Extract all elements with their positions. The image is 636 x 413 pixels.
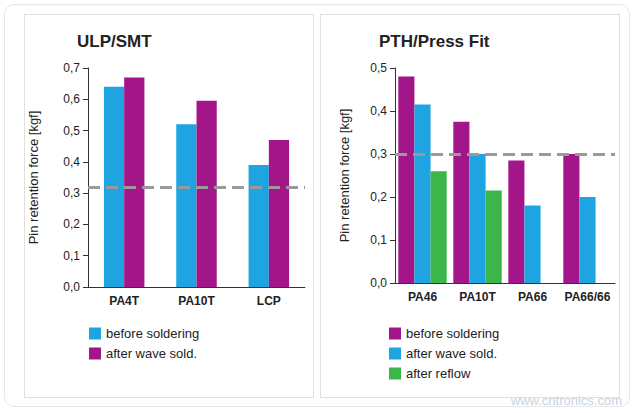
svg-text:www.cntronics.com: www.cntronics.com [510,393,622,408]
svg-text:PA10T: PA10T [459,290,496,304]
svg-text:0,4: 0,4 [63,155,80,169]
svg-text:after wave sold.: after wave sold. [406,346,497,361]
svg-text:0,6: 0,6 [63,92,80,106]
svg-text:0,1: 0,1 [63,249,80,263]
svg-text:PA46: PA46 [408,290,437,304]
svg-text:Pin retention force [kgf]: Pin retention force [kgf] [337,109,352,243]
svg-text:PA66/66: PA66/66 [565,290,611,304]
svg-text:0,2: 0,2 [370,190,387,204]
svg-text:before soldering: before soldering [106,326,199,341]
svg-text:after wave sold.: after wave sold. [106,346,197,361]
svg-text:0,0: 0,0 [370,276,387,290]
svg-text:0,7: 0,7 [63,61,80,75]
svg-text:0,4: 0,4 [370,104,387,118]
svg-text:LCP: LCP [257,294,281,308]
svg-text:Pin retention force [kgf]: Pin retention force [kgf] [26,111,41,245]
svg-text:before soldering: before soldering [406,326,499,341]
svg-text:0,5: 0,5 [370,61,387,75]
svg-text:PA4T: PA4T [109,294,139,308]
svg-text:0,5: 0,5 [63,124,80,138]
svg-text:0,3: 0,3 [370,147,387,161]
svg-text:0,0: 0,0 [63,280,80,294]
svg-text:ULP/SMT: ULP/SMT [77,32,152,51]
svg-text:0,2: 0,2 [63,217,80,231]
svg-text:0,3: 0,3 [63,186,80,200]
svg-text:PTH/Press Fit: PTH/Press Fit [379,32,490,51]
svg-text:after reflow: after reflow [406,366,471,381]
svg-text:PA10T: PA10T [178,294,215,308]
svg-text:0,1: 0,1 [370,233,387,247]
svg-text:PA66: PA66 [518,290,547,304]
